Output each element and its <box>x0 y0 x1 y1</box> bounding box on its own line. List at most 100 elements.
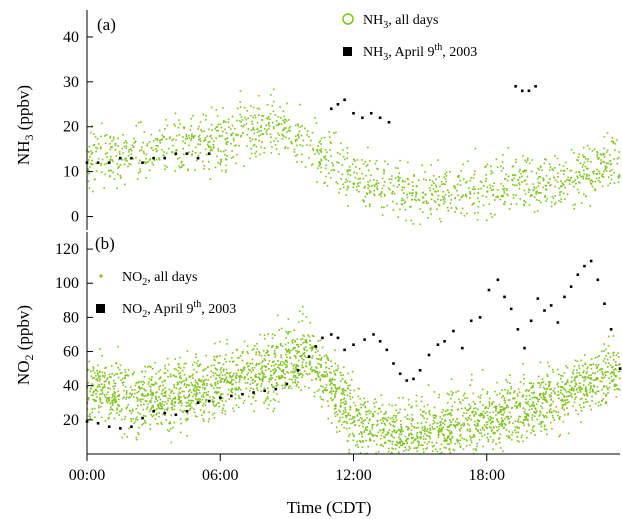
no2-all-days-point <box>271 377 274 379</box>
no2-all-days-point <box>352 417 355 419</box>
nh3-all-days-point <box>95 146 97 149</box>
no2-all-days-point <box>161 407 164 410</box>
no2-all-days-point <box>339 411 342 413</box>
no2-all-days-point <box>300 389 302 391</box>
no2-all-days-point <box>361 440 364 442</box>
no2-all-days-point <box>549 395 551 398</box>
nh3-all-days-point <box>442 190 445 193</box>
nh3-all-days-point <box>496 189 499 191</box>
no2-all-days-point <box>315 348 317 350</box>
no2-all-days-point <box>371 434 374 436</box>
no2-all-days-point <box>115 399 117 401</box>
no2-all-days-point <box>173 398 176 400</box>
no2-all-days-point <box>87 396 90 399</box>
no2-all-days-point <box>613 378 615 381</box>
nh3-all-days-point <box>198 138 200 141</box>
nh3-all-days-point <box>564 180 567 183</box>
no2-all-days-point <box>159 377 162 379</box>
nh3-all-days-point <box>217 150 220 152</box>
no2-all-days-point <box>492 421 495 423</box>
no2-all-days-point <box>280 327 283 330</box>
no2-all-days-point <box>440 423 442 426</box>
nh3-all-days-point <box>367 187 369 189</box>
no2-all-days-point <box>271 333 274 336</box>
nh3-all-days-point <box>329 141 332 143</box>
no2-all-days-point <box>133 389 136 391</box>
nh3-all-days-point <box>195 159 198 162</box>
no2-all-days-point <box>579 391 582 393</box>
no2-all-days-point <box>272 410 275 412</box>
no2-all-days-point <box>436 425 439 428</box>
no2-all-days-point <box>489 415 492 418</box>
no2-all-days-point <box>487 432 489 435</box>
no2-april9-point <box>563 295 566 299</box>
no2-all-days-point <box>602 398 604 400</box>
no2-all-days-point <box>166 409 169 412</box>
nh3-all-days-point <box>559 194 561 196</box>
no2-all-days-point <box>187 418 189 421</box>
legend-filled-square-marker <box>343 47 352 56</box>
nh3-all-days-point <box>506 193 509 195</box>
no2-all-days-point <box>455 423 458 426</box>
no2-all-days-point <box>104 420 107 422</box>
no2-all-days-point <box>119 364 122 367</box>
no2-all-days-point <box>194 379 197 382</box>
nh3-all-days-point <box>114 142 117 145</box>
no2-all-days-point <box>190 381 193 384</box>
no2-all-days-point <box>561 399 564 402</box>
nh3-all-days-point <box>528 189 531 191</box>
nh3-all-days-point <box>315 122 318 124</box>
no2-all-days-point <box>388 439 391 442</box>
no2-all-days-point <box>219 376 221 379</box>
nh3-all-days-point <box>491 216 494 218</box>
no2-all-days-point <box>601 372 604 375</box>
nh3-all-days-point <box>306 134 308 136</box>
no2-all-days-point <box>311 345 313 348</box>
no2-all-days-point <box>571 371 574 374</box>
no2-all-days-point <box>372 413 374 416</box>
no2-all-days-point <box>478 432 481 434</box>
no2-all-days-point <box>394 421 397 423</box>
no2-all-days-point <box>543 415 546 418</box>
no2-all-days-point <box>293 346 296 349</box>
nh3-all-days-point <box>583 193 585 195</box>
nh3-all-days-point <box>224 149 227 152</box>
no2-all-days-point <box>262 375 264 377</box>
nh3-all-days-point <box>471 188 474 190</box>
no2-all-days-point <box>222 368 225 371</box>
no2-all-days-point <box>567 395 569 398</box>
nh3-all-days-point <box>616 157 619 160</box>
no2-all-days-point <box>297 381 299 383</box>
no2-all-days-point <box>462 415 464 417</box>
no2-all-days-point <box>502 395 505 397</box>
no2-all-days-point <box>522 362 524 365</box>
nh3-all-days-point <box>429 189 431 192</box>
nh3-all-days-point <box>473 173 476 176</box>
nh3-all-days-point <box>261 114 263 117</box>
no2-all-days-point <box>235 374 238 377</box>
no2-all-days-point <box>491 441 494 443</box>
no2-all-days-point <box>186 417 188 420</box>
panel-a-legend: NH3, all days NH3, April 9th, 2003 <box>342 13 477 63</box>
no2-all-days-point <box>311 357 313 359</box>
no2-all-days-point <box>470 418 473 421</box>
no2-all-days-point <box>265 398 268 400</box>
nh3-all-days-point <box>540 192 542 194</box>
nh3-all-days-point <box>502 185 505 187</box>
no2-all-days-point <box>582 371 584 374</box>
no2-all-days-point <box>238 395 240 397</box>
no2-all-days-point <box>87 398 90 400</box>
no2-all-days-point <box>232 383 234 386</box>
no2-all-days-point <box>463 423 466 426</box>
no2-all-days-point <box>241 376 243 379</box>
no2-all-days-point <box>405 440 408 442</box>
no2-all-days-point <box>585 372 588 375</box>
no2-all-days-point <box>580 409 583 412</box>
nh3-all-days-point <box>588 177 591 180</box>
nh3-all-days-point <box>406 196 409 199</box>
nh3-all-days-point <box>443 197 446 200</box>
no2-all-days-point <box>476 423 479 425</box>
no2-all-days-point <box>188 394 190 397</box>
no2-all-days-point <box>607 392 609 394</box>
no2-all-days-point <box>303 347 305 350</box>
